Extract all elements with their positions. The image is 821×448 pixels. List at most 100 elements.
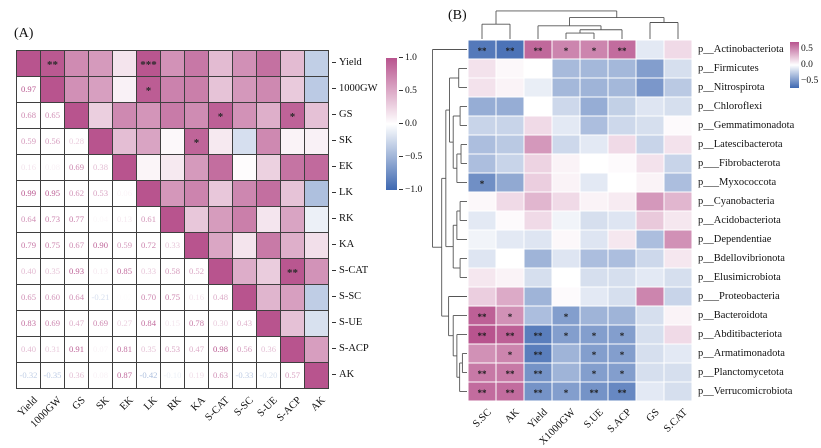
heatmap-cell [636, 344, 664, 363]
corr-cell [305, 181, 329, 207]
corr-cell: 0.69 [41, 311, 65, 337]
significance-stars: ** [505, 369, 515, 379]
corr-cell [305, 233, 329, 259]
heatmap-cell [552, 287, 580, 306]
heatmap-cell [664, 116, 692, 135]
corr-cell: 0.59 [17, 129, 41, 155]
corr-cell [281, 285, 305, 311]
significance-stars: ** [477, 46, 487, 56]
heatmap-cell [468, 344, 496, 363]
heatmap-cell [636, 116, 664, 135]
corr-cell: 0.27 [113, 311, 137, 337]
a-col-label: S-SC [232, 395, 256, 419]
colorbar-tick [399, 189, 403, 191]
corr-value: 0.95 [44, 188, 61, 199]
corr-cell [257, 311, 281, 337]
heatmap-cell [524, 116, 552, 135]
a-col-label: AK [309, 395, 328, 414]
b-row-label: p__Nitrospirota [698, 81, 765, 93]
corr-cell [161, 77, 185, 103]
corr-value: -0.10 [163, 370, 182, 381]
corr-cell [113, 129, 137, 155]
heatmap-cell: ** [468, 40, 496, 59]
heatmap-cell [664, 154, 692, 173]
corr-cell: 0.81 [113, 337, 137, 363]
heatmap-cell [552, 154, 580, 173]
corr-cell: 0.19 [185, 363, 209, 389]
significance-stars: ** [617, 388, 627, 398]
corr-value: 0.91 [68, 344, 85, 355]
b-col-label: Yield [525, 407, 550, 431]
b-row-label: p__Abditibacteriota [698, 328, 782, 340]
a-row-label: SK [332, 135, 352, 146]
heatmap-cell: ** [468, 325, 496, 344]
corr-cell: 0.99 [17, 181, 41, 207]
axis-tick [332, 166, 336, 168]
corr-value: 0.08 [44, 162, 61, 173]
corr-cell: 0.36 [65, 363, 89, 389]
a-col-label: KA [189, 395, 208, 414]
corr-cell [41, 77, 65, 103]
b-row-label: p___Proteobacteria [698, 290, 780, 302]
significance-stars: ** [47, 59, 58, 71]
corr-cell [281, 337, 305, 363]
corr-value: -0.35 [43, 370, 62, 381]
heatmap-cell: * [580, 325, 608, 344]
corr-value: 0.47 [68, 318, 85, 329]
corr-cell: 0.61 [137, 207, 161, 233]
heatmap-cell [608, 97, 636, 116]
corr-cell: 0.67 [65, 233, 89, 259]
corr-cell: * [281, 103, 305, 129]
heatmap-cell [552, 192, 580, 211]
corr-cell: 0.97 [17, 77, 41, 103]
corr-cell: 0.48 [209, 285, 233, 311]
heatmap-cell [496, 249, 524, 268]
heatmap-cell [524, 173, 552, 192]
a-col-label: S-CAT [203, 395, 232, 424]
heatmap-cell [496, 135, 524, 154]
heatmap-cell [524, 192, 552, 211]
corr-cell: 0.60 [41, 285, 65, 311]
a-row-label: LK [332, 187, 353, 198]
heatmap-cell [664, 306, 692, 325]
heatmap-cell [636, 306, 664, 325]
heatmap-cell [580, 306, 608, 325]
corr-value: 0.69 [68, 162, 85, 173]
a-row-label: AK [332, 369, 354, 380]
corr-cell: 0.40 [17, 259, 41, 285]
heatmap-cell [524, 135, 552, 154]
axis-tick [332, 140, 336, 142]
heatmap-cell [664, 287, 692, 306]
a-row-label: KA [332, 239, 354, 250]
corr-cell: 0.13 [113, 207, 137, 233]
corr-value: 0.13 [92, 266, 109, 277]
corr-cell [65, 51, 89, 77]
colorbar-tick-label: 0.5 [399, 86, 417, 96]
corr-value: 0.83 [20, 318, 37, 329]
corr-cell [65, 77, 89, 103]
corr-value: 0.43 [236, 318, 253, 329]
heatmap-cell: ** [496, 363, 524, 382]
corr-cell: 0.87 [113, 363, 137, 389]
heatmap-cell [636, 287, 664, 306]
corr-value: -0.21 [91, 292, 110, 303]
corr-value: 0.33 [140, 266, 157, 277]
heatmap-cell [468, 154, 496, 173]
b-col-label: AK [503, 407, 522, 426]
heatmap-cell [664, 59, 692, 78]
axis-tick [332, 218, 336, 220]
corr-cell: -0.10 [161, 363, 185, 389]
corr-cell [257, 129, 281, 155]
corr-cell [161, 103, 185, 129]
axis-tick [332, 192, 336, 194]
significance-stars: ** [533, 369, 543, 379]
heatmap-cell [608, 268, 636, 287]
heatmap-cell [468, 211, 496, 230]
heatmap-cell [524, 59, 552, 78]
corr-cell [233, 259, 257, 285]
heatmap-cell [552, 344, 580, 363]
b-row-label: p__Elusimicrobiota [698, 271, 781, 283]
corr-value: 0.08 [92, 370, 109, 381]
corr-value: 0.35 [140, 344, 157, 355]
